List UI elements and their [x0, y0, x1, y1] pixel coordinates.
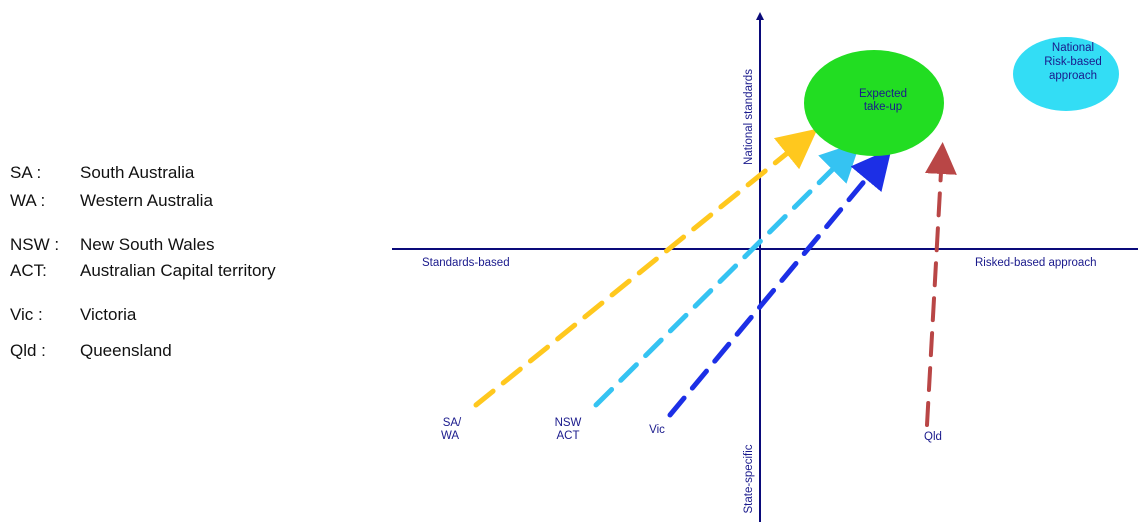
national-label-line1: National	[1052, 42, 1094, 54]
arrow-qld	[924, 142, 957, 427]
arrow-vic	[667, 148, 892, 418]
legend-name: Western Australia	[80, 191, 213, 210]
label-nsw: NSW	[555, 417, 582, 429]
axis-label-state-specific: State-specific	[743, 444, 755, 513]
legend-abbr: NSW :	[10, 235, 60, 254]
expected-take-up-label-line1: Expected	[859, 88, 907, 100]
legend-abbr: Vic :	[10, 305, 43, 324]
legend-name: New South Wales	[80, 235, 215, 254]
legend-abbr: SA :	[10, 163, 42, 182]
label-qld: Qld	[924, 431, 942, 443]
axis-label-risk-based: Risked-based approach	[975, 257, 1096, 269]
national-risk-based-ellipse	[1013, 37, 1119, 111]
label-wa: WA	[441, 430, 459, 442]
legend-name: Queensland	[80, 341, 172, 360]
legend-abbr: ACT:	[10, 261, 47, 280]
label-vic: Vic	[649, 424, 665, 436]
axis-label-national-standards: National standards	[743, 69, 755, 165]
legend-name: Victoria	[80, 305, 137, 324]
legend-abbr: WA :	[10, 191, 46, 210]
label-act: ACT	[557, 430, 580, 442]
expected-take-up-label-line2: take-up	[864, 101, 902, 113]
arrow-sa-wa	[473, 128, 818, 408]
national-label-line3: approach	[1049, 70, 1097, 82]
expected-take-up-ellipse	[804, 50, 944, 156]
label-sa: SA/	[443, 417, 462, 429]
legend-abbr: Qld :	[10, 341, 46, 360]
axis-label-standards-based: Standards-based	[422, 257, 510, 269]
legend-name: South Australia	[80, 163, 195, 182]
national-label-line2: Risk-based	[1044, 56, 1102, 68]
legend-name: Australian Capital territory	[80, 261, 276, 280]
arrow-nsw-act	[593, 141, 861, 408]
